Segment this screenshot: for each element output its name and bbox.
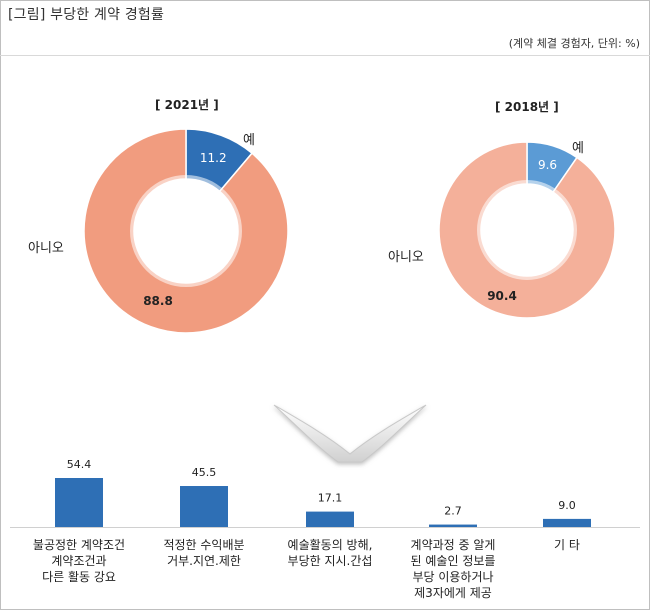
down-arrow-icon: [273, 404, 427, 463]
bar-value-label: 17.1: [318, 492, 343, 505]
donut-hole: [485, 188, 569, 272]
bar: [306, 511, 354, 527]
category-no-label: 아니오: [28, 241, 64, 256]
donut-2018-title: [ 2018년 ]: [495, 100, 559, 114]
bar-category-label: 예술활동의 방해, 부당한 지시.간섭: [287, 538, 373, 568]
donut-inner-ring: [130, 175, 242, 287]
category-no-label: 아니오: [388, 250, 424, 265]
page-title: [그림] 부당한 계약 경험률: [8, 7, 165, 23]
bar-category-label: 기 타: [554, 538, 580, 552]
bar-category-label: 불공정한 계약조건 계약조건과 다른 활동 강요: [32, 538, 126, 584]
donut-2021-title: [ 2021년 ]: [155, 98, 219, 112]
category-yes-label: 예: [572, 141, 584, 156]
bar: [180, 486, 228, 527]
bar: [543, 518, 591, 527]
slice-yes-value: 9.6: [538, 158, 557, 172]
slice-no-value: 90.4: [487, 289, 517, 303]
divider: [0, 55, 650, 56]
donut-hole: [138, 183, 234, 279]
bar-value-label: 45.5: [192, 466, 217, 479]
bar-value-label: 9.0: [558, 499, 576, 512]
unit-note: (계약 체결 경험자, 단위: %): [508, 37, 640, 50]
bar: [429, 524, 477, 527]
bar-category-label: 계약과정 중 알게 된 예술인 정보를 부당 이용하거나 제3자에게 제공: [410, 538, 496, 600]
slice-yes-value: 11.2: [200, 151, 227, 165]
bar-value-label: 2.7: [444, 505, 462, 518]
bar-category-label: 적정한 수익배분 거부.지연.제한: [163, 538, 245, 568]
bar: [55, 478, 103, 527]
slice-no-value: 88.8: [143, 294, 173, 308]
category-yes-label: 예: [243, 133, 255, 148]
bar-value-label: 54.4: [67, 458, 92, 471]
bar-chart: 54.4 45.5 17.1 2.7 9.0: [10, 458, 640, 528]
donut-inner-ring: [477, 180, 577, 280]
